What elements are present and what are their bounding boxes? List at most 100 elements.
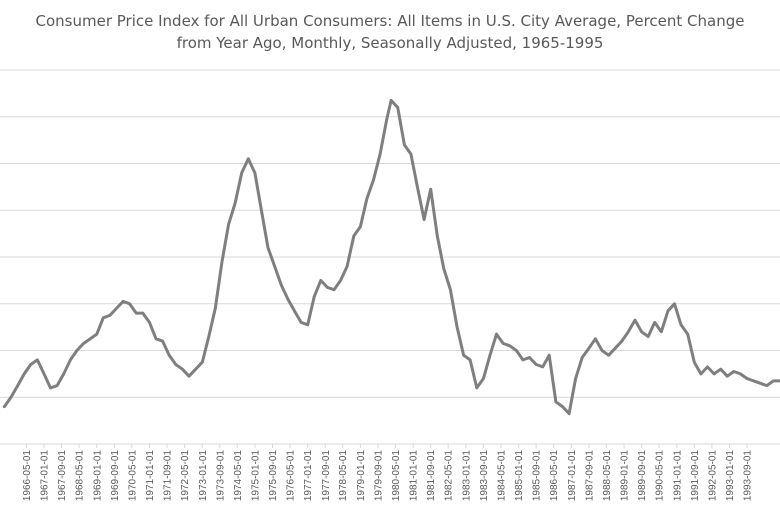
x-tick-label: 1971-09-01	[163, 450, 174, 502]
data-point	[227, 223, 230, 226]
data-point	[436, 234, 439, 238]
data-point	[49, 386, 52, 390]
data-point	[168, 354, 171, 357]
x-tick-label: 1983-09-01	[479, 450, 490, 502]
x-tick-label: 1967-01-01	[40, 450, 51, 502]
data-point	[299, 321, 303, 324]
data-point	[660, 330, 663, 333]
x-tick-label: 1991-09-01	[690, 450, 701, 502]
data-point	[233, 202, 237, 205]
data-point	[745, 377, 749, 380]
data-point	[339, 279, 342, 282]
series-layer	[2, 98, 780, 416]
data-point	[752, 379, 755, 383]
x-tick-label: 1982-05-01	[444, 450, 455, 502]
data-point	[214, 307, 217, 310]
x-tick-label: 1966-05-01	[22, 450, 33, 502]
data-point	[42, 372, 46, 376]
data-point	[332, 288, 336, 291]
x-tick-label: 1988-05-01	[602, 450, 613, 502]
chart-title: Consumer Price Index for All Urban Consu…	[0, 10, 780, 54]
x-tick-label: 1991-01-01	[672, 450, 683, 502]
data-point	[75, 349, 79, 352]
x-tick-label: 1975-09-01	[268, 450, 279, 502]
data-point	[135, 311, 138, 315]
x-tick-label: 1971-01-01	[145, 450, 156, 502]
data-point	[699, 372, 703, 376]
data-point	[247, 157, 250, 160]
data-point	[154, 337, 158, 340]
data-point	[607, 354, 610, 357]
x-tick-label: 1979-01-01	[356, 450, 367, 502]
data-point	[16, 384, 19, 387]
data-point	[422, 218, 426, 221]
data-point	[627, 330, 630, 333]
data-point	[515, 349, 518, 352]
data-point	[36, 358, 39, 362]
data-point	[128, 302, 131, 305]
data-point	[587, 347, 591, 350]
x-tick-label: 1967-09-01	[57, 450, 68, 502]
data-point	[647, 335, 650, 338]
data-point	[293, 309, 296, 312]
x-tick-label: 1977-01-01	[303, 450, 314, 502]
data-point	[240, 171, 243, 175]
data-point	[706, 365, 709, 369]
data-point	[462, 354, 465, 357]
data-point	[319, 279, 322, 282]
x-tick-label: 1987-09-01	[584, 450, 595, 502]
data-point	[403, 143, 406, 146]
data-point	[561, 405, 564, 408]
x-tick-label: 1974-05-01	[233, 450, 244, 502]
x-tick-label: 1985-01-01	[514, 450, 525, 502]
data-point	[614, 347, 617, 350]
data-point	[389, 99, 393, 102]
data-point	[260, 209, 263, 212]
data-point	[29, 363, 32, 366]
data-point	[372, 178, 375, 182]
data-point	[521, 358, 525, 362]
data-point	[686, 332, 689, 336]
x-tick-label: 1990-05-01	[655, 450, 666, 502]
data-point	[640, 330, 643, 333]
gridlines	[0, 69, 780, 398]
x-tick-label: 1989-01-01	[620, 450, 631, 502]
data-point	[416, 185, 419, 189]
x-tick-label: 1978-05-01	[338, 450, 349, 502]
x-tick-label: 1977-09-01	[321, 450, 332, 502]
chart-title-line-2: from Year Ago, Monthly, Seasonally Adjus…	[176, 34, 604, 52]
data-point	[719, 368, 722, 371]
x-tick-label: 1976-05-01	[286, 450, 297, 502]
data-point	[475, 386, 478, 390]
data-point	[352, 234, 355, 238]
data-point	[141, 311, 144, 315]
data-point	[554, 400, 558, 404]
data-point	[115, 307, 118, 310]
data-point	[23, 372, 26, 376]
data-point	[89, 337, 92, 340]
data-point	[266, 246, 270, 249]
data-point	[548, 354, 551, 357]
data-point	[326, 286, 329, 289]
data-point	[594, 337, 597, 340]
data-point	[541, 365, 544, 369]
x-tick-label: 1973-09-01	[215, 450, 226, 502]
data-point	[508, 344, 511, 347]
data-point	[378, 152, 382, 156]
data-point	[3, 405, 6, 408]
x-tick-label: 1984-05-01	[496, 450, 507, 502]
data-point	[442, 267, 445, 270]
data-point	[429, 188, 432, 191]
data-point	[679, 323, 683, 326]
data-point	[55, 384, 59, 387]
x-tick-label: 1969-01-01	[92, 450, 103, 502]
x-tick-label: 1979-09-01	[373, 450, 384, 502]
data-point	[673, 302, 676, 305]
data-point	[194, 368, 197, 371]
data-point	[306, 323, 309, 326]
data-point	[102, 316, 105, 319]
data-point	[482, 377, 485, 380]
data-point	[693, 361, 696, 364]
data-point	[396, 106, 399, 109]
data-point	[201, 361, 204, 364]
